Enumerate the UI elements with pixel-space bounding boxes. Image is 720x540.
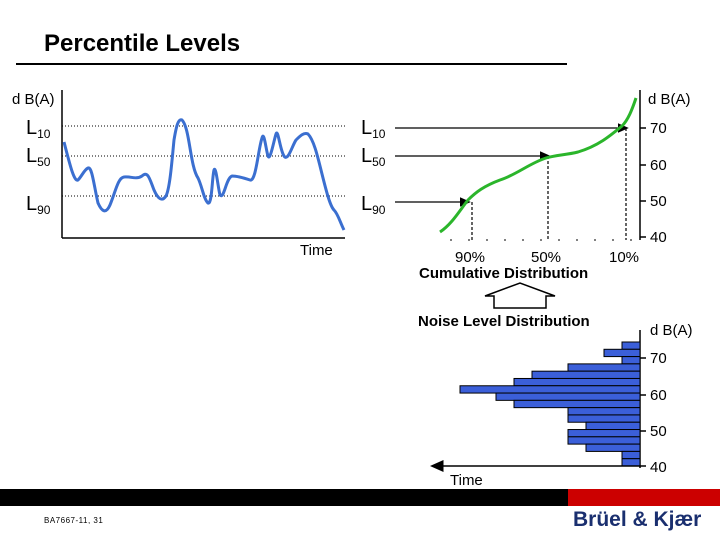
left-level-l10: L10 xyxy=(26,117,51,141)
cumulative-level-l90: L90 xyxy=(361,193,386,217)
histogram-bar xyxy=(513,377,641,387)
distribution-tick-50: 50 xyxy=(650,423,667,440)
cumulative-distribution-panel xyxy=(395,90,646,241)
time-history-panel xyxy=(61,90,346,239)
distribution-title: Noise Level Distribution xyxy=(418,313,590,330)
histogram-bar xyxy=(531,370,641,379)
brand-logo: Brüel & Kjær xyxy=(573,508,702,531)
histogram-bar xyxy=(621,341,641,350)
left-x-label: Time xyxy=(300,242,333,259)
cumulative-tick-70: 70 xyxy=(650,120,667,137)
footer-bar-red xyxy=(568,489,720,506)
title-divider xyxy=(16,63,567,65)
noise-time-history-curve xyxy=(62,118,346,231)
cumulative-y-unit: d B(A) xyxy=(648,91,691,108)
cumulative-tick-60: 60 xyxy=(650,157,667,174)
cumulative-tick-40: 40 xyxy=(650,229,667,246)
left-level-l50: L50 xyxy=(26,145,51,169)
histogram-bar xyxy=(567,363,641,372)
footer-bar-black xyxy=(0,489,568,506)
histogram-bar xyxy=(495,392,641,401)
histogram-bar xyxy=(567,414,641,423)
histogram-bar xyxy=(567,407,641,416)
left-y-unit: d B(A) xyxy=(12,91,55,108)
histogram-bar xyxy=(621,356,641,365)
cumulative-level-l10: L10 xyxy=(361,117,386,141)
cumulative-level-l50: L50 xyxy=(361,145,386,169)
footer-bar xyxy=(0,489,720,506)
cumulative-distribution-curve xyxy=(439,97,638,234)
up-arrow xyxy=(484,282,556,309)
distribution-tick-60: 60 xyxy=(650,387,667,404)
histogram-bar xyxy=(567,436,641,445)
distribution-tick-40: 40 xyxy=(650,459,667,476)
histogram-bar xyxy=(567,429,641,438)
distribution-x-label: Time xyxy=(450,472,483,489)
document-number: BA7667-11, 31 xyxy=(44,516,104,525)
cumulative-x-tick-90: 90% xyxy=(455,249,486,266)
left-level-l90: L90 xyxy=(26,193,51,217)
cumulative-x-tick-50: 50% xyxy=(531,249,562,266)
distribution-y-unit: d B(A) xyxy=(650,322,693,339)
histogram-bar xyxy=(585,443,641,452)
distribution-tick-70: 70 xyxy=(650,350,667,367)
histogram-bar xyxy=(459,385,641,394)
distribution-panel xyxy=(430,330,646,472)
histogram-bar xyxy=(513,399,641,409)
histogram-bars xyxy=(459,341,641,467)
histogram-bar xyxy=(603,348,641,358)
histogram-bar xyxy=(585,421,641,431)
histogram-bar xyxy=(621,450,641,460)
cumulative-x-tick-10: 10% xyxy=(609,249,640,266)
histogram-bar xyxy=(621,458,641,467)
cumulative-tick-50: 50 xyxy=(650,193,667,210)
cumulative-x-label: Cumulative Distribution xyxy=(419,265,589,282)
page-title: Percentile Levels xyxy=(44,30,241,57)
